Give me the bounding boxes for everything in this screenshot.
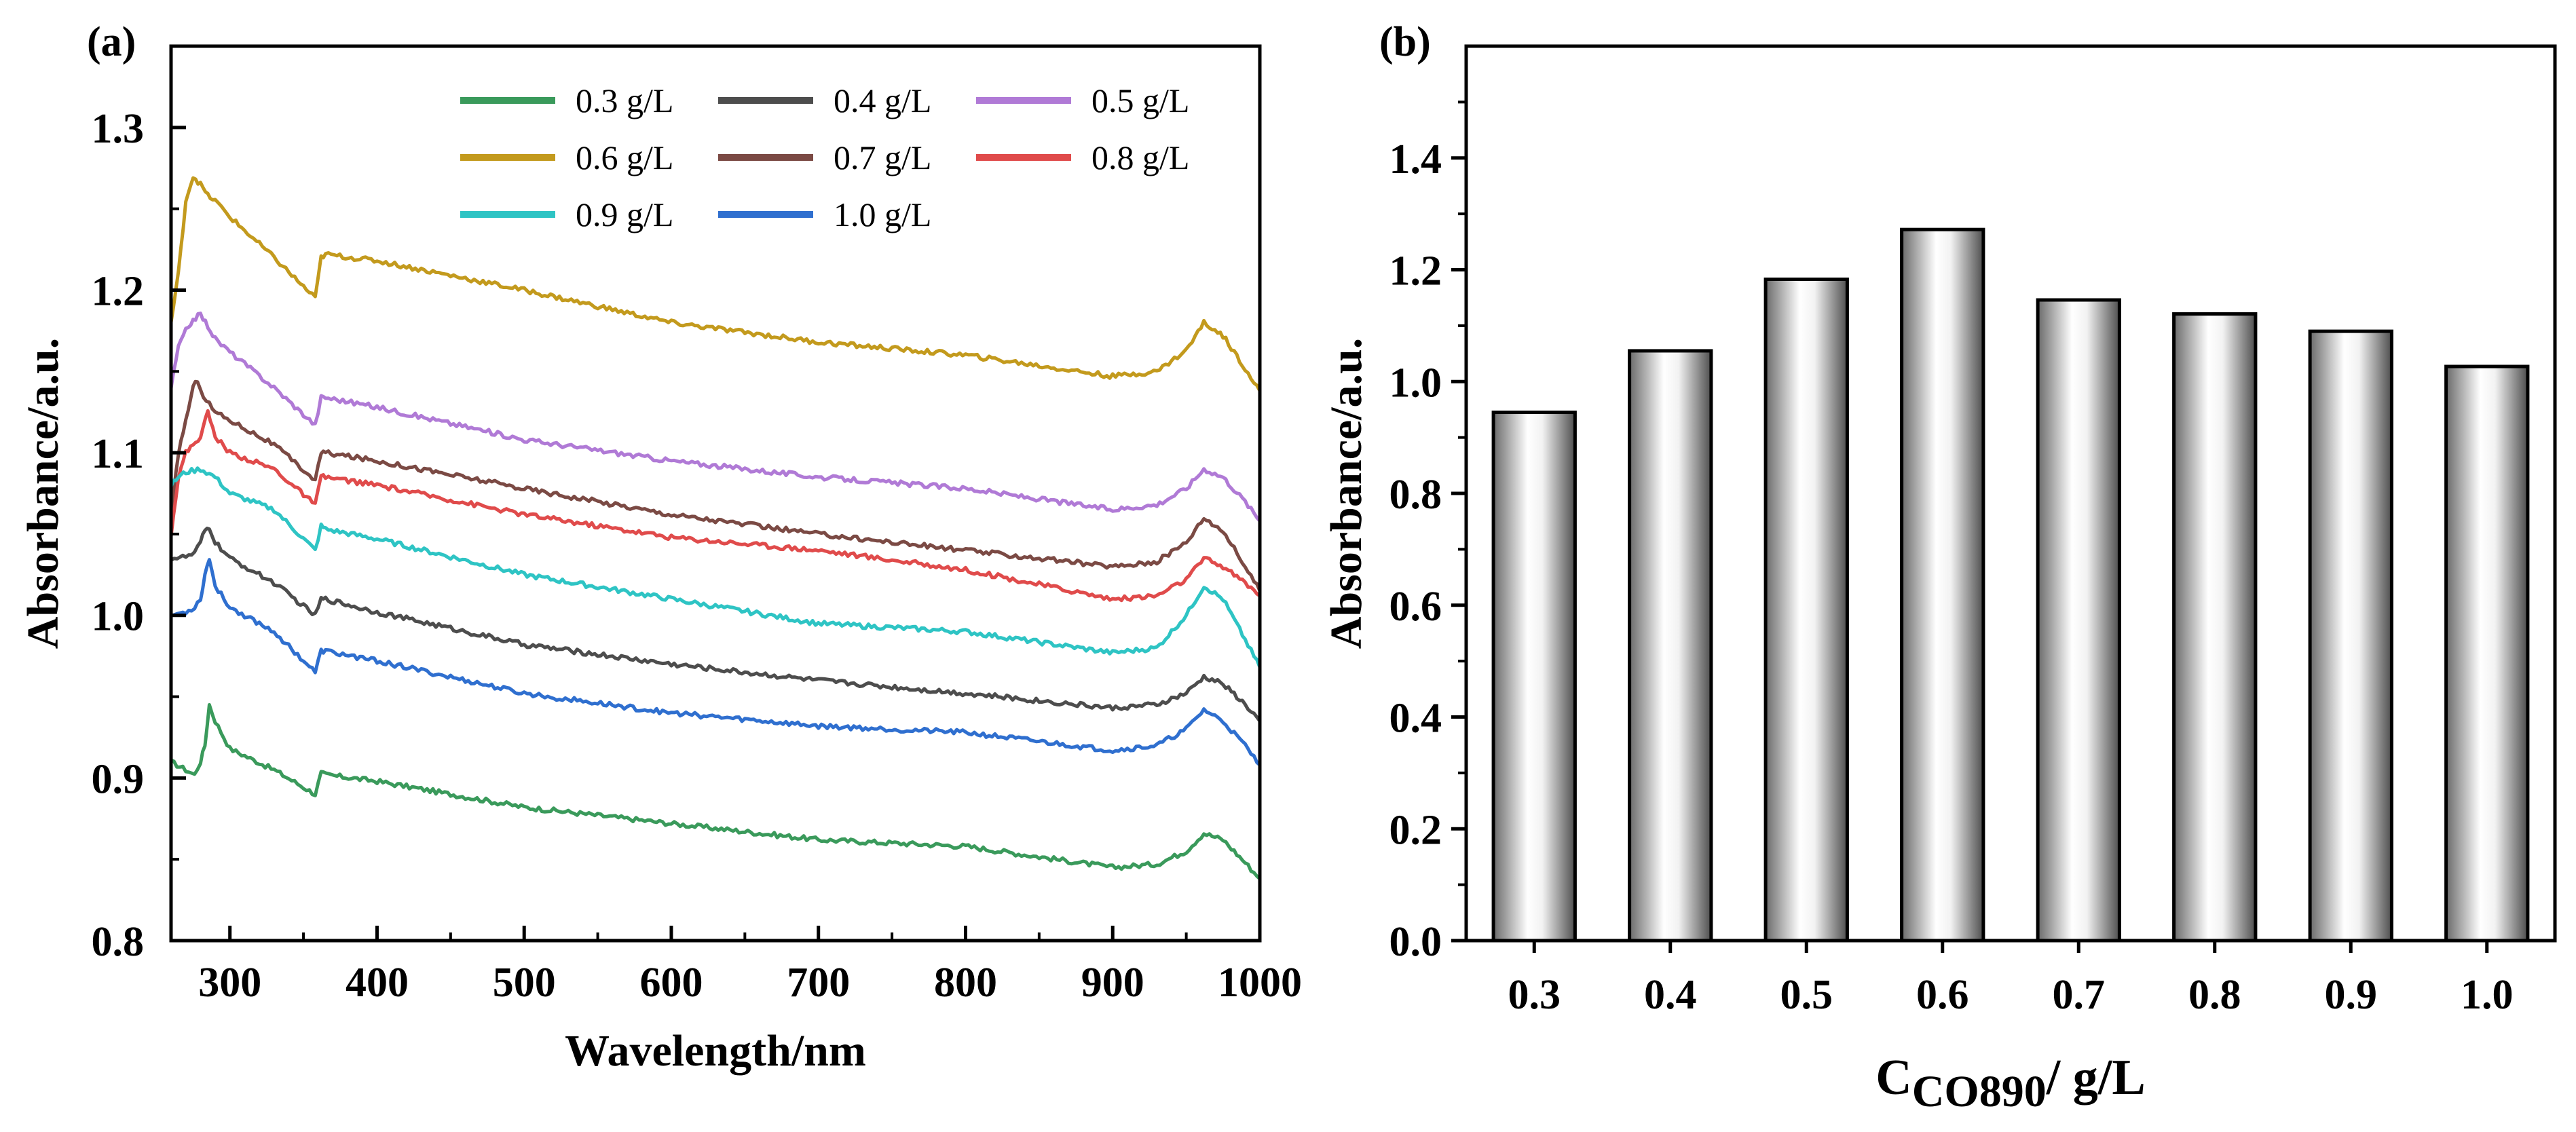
panel-a-y-ticks: 0.8 0.9 1.0 1.1 1.2 1.3: [92, 106, 186, 965]
x-tick-label: 800: [934, 960, 997, 1006]
x-tick-label: 1.0: [2461, 972, 2514, 1018]
legend-label: 0.8 g/L: [1091, 138, 1189, 176]
y-tick-label: 1.2: [92, 268, 145, 314]
legend-item: 0.3 g/L: [460, 81, 673, 119]
x-tick-label: 700: [787, 960, 850, 1006]
panel-b-label: (b): [1379, 19, 1431, 65]
y-tick-label: 1.0: [1389, 360, 1442, 406]
x-axis-title-suffix: / g/L: [2046, 1050, 2146, 1106]
series-line-0-7-g-L: [171, 379, 1260, 592]
panel-a-axes-frame: [169, 44, 1262, 943]
series-line-1-0-g-L: [171, 558, 1260, 767]
y-tick-label: 0.6: [1389, 584, 1442, 630]
legend-item: 0.7 g/L: [718, 138, 931, 176]
legend-item: 1.0 g/L: [718, 195, 931, 233]
bar-0.5: [1763, 278, 1849, 943]
y-tick-label: 0.8: [1389, 472, 1442, 518]
panel-b-x-ticks: 0.3 0.4 0.5 0.6 0.7 0.8 0.9 1.0: [1508, 941, 2514, 1018]
panel-a-line-chart: (a) 300 400 500 600 700 800 900 1000 0.8 0.9 1.0 1…: [18, 19, 1302, 1076]
y-tick-label: 1.4: [1389, 136, 1442, 183]
x-tick-label: 0.8: [2188, 972, 2241, 1018]
series-line-0-9-g-L: [171, 466, 1260, 668]
series-line-0-4-g-L: [171, 527, 1260, 722]
series-line-0-3-g-L: [171, 703, 1260, 880]
y-tick-label: 0.2: [1389, 807, 1442, 853]
x-tick-label: 0.9: [2325, 972, 2378, 1018]
panel-a-x-ticks: 300 400 500 600 700 800 900 1000: [198, 926, 1302, 1006]
bar-0.8: [2172, 312, 2258, 943]
x-tick-label: 0.3: [1508, 972, 1561, 1018]
panel-b-y-ticks: 0.0 0.2 0.4 0.6 0.8 1.0 1.2 1.4: [1389, 100, 1466, 965]
bar-0.3: [1491, 411, 1577, 943]
panel-b-y-axis-title: Absorbance/a.u.: [1322, 338, 1371, 649]
legend-label: 0.3 g/L: [576, 81, 673, 119]
legend-item: 0.8 g/L: [976, 138, 1189, 176]
panel-a-y-axis-title: Absorbance/a.u.: [18, 338, 68, 649]
bar-1.0: [2444, 364, 2530, 943]
x-tick-label: 0.5: [1780, 972, 1833, 1018]
bar-0.6: [1900, 227, 1985, 943]
x-axis-title-subscript: CO890: [1912, 1067, 2047, 1116]
y-tick-label: 1.1: [92, 431, 145, 477]
series-line-0-6-g-L: [171, 176, 1260, 392]
x-tick-label: 0.4: [1644, 972, 1697, 1018]
legend-label: 0.5 g/L: [1091, 81, 1189, 119]
y-tick-label: 0.8: [92, 919, 145, 965]
y-tick-label: 1.3: [92, 106, 145, 152]
legend-item: 0.6 g/L: [460, 138, 673, 176]
legend-label: 0.7 g/L: [834, 138, 931, 176]
y-tick-label: 0.9: [92, 756, 145, 802]
panel-b-bars: [1491, 227, 2530, 943]
x-tick-label: 0.6: [1916, 972, 1969, 1018]
legend-label: 0.6 g/L: [576, 138, 673, 176]
x-tick-label: 500: [493, 960, 556, 1006]
legend-item: 0.4 g/L: [718, 81, 931, 119]
legend-label: 0.9 g/L: [576, 195, 673, 233]
bar-0.9: [2308, 329, 2393, 943]
panel-b-bar-chart: (b) 0.00.20.40.60.81.01.21.4 0.3 0.4 0.5 0.…: [1322, 19, 2557, 1116]
bar-0.7: [2036, 298, 2121, 943]
y-tick-label: 0.0: [1389, 919, 1442, 965]
x-tick-label: 900: [1081, 960, 1144, 1006]
x-tick-label: 1000: [1218, 960, 1302, 1006]
legend-item: 0.9 g/L: [460, 195, 673, 233]
x-tick-label: 0.7: [2053, 972, 2106, 1018]
bar-0.4: [1628, 349, 1713, 943]
series-line-0-8-g-L: [171, 409, 1260, 603]
panel-a-x-axis-title: Wavelength/nm: [565, 1026, 866, 1076]
y-tick-label: 1.0: [92, 594, 145, 640]
x-axis-title-main: C: [1875, 1050, 1911, 1106]
x-tick-label: 400: [346, 960, 409, 1006]
y-tick-label: 0.4: [1389, 696, 1442, 742]
panel-a-plot-area: [171, 176, 1260, 880]
legend-label: 0.4 g/L: [834, 81, 931, 119]
legend-label: 1.0 g/L: [834, 195, 931, 233]
x-tick-label: 600: [639, 960, 703, 1006]
series-line-0-5-g-L: [171, 312, 1260, 523]
legend-item: 0.5 g/L: [976, 81, 1189, 119]
panel-b-x-axis-title: CCO890/ g/L: [1875, 1050, 2145, 1116]
panel-a-label: (a): [87, 19, 136, 65]
x-tick-label: 300: [198, 960, 261, 1006]
panel-a-legend: 0.3 g/L 0.4 g/L 0.5 g/L 0.6 g/L 0.7 g/L 0.8 g…: [460, 81, 1189, 233]
y-tick-label: 1.2: [1389, 248, 1442, 295]
